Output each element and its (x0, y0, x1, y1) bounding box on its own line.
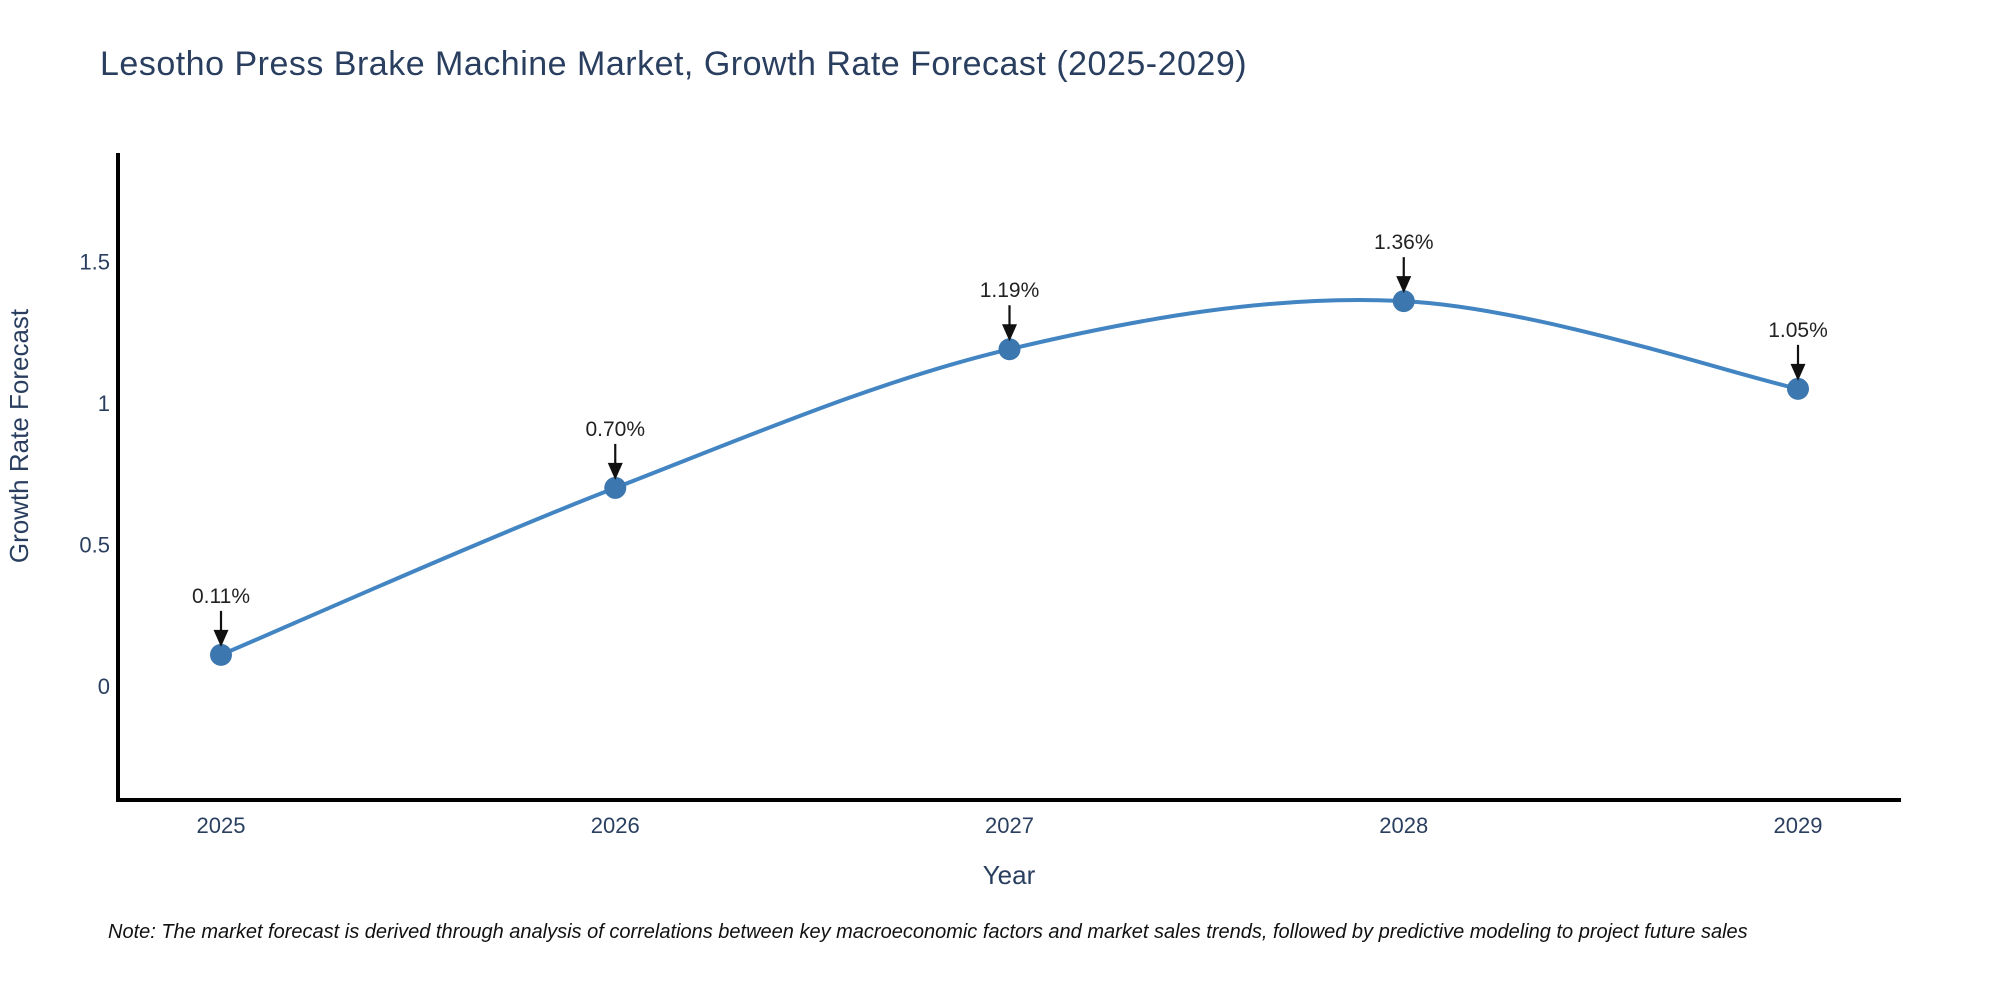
x-tick-label: 2025 (197, 813, 246, 838)
point-value-label: 0.70% (585, 418, 645, 441)
y-axis-title: Growth Rate Forecast (4, 308, 34, 563)
point-annotation: 1.05% (1768, 319, 1828, 381)
data-point-marker (604, 476, 627, 499)
point-annotation: 1.36% (1374, 231, 1434, 294)
annotation-arrowhead-icon (213, 629, 229, 647)
data-point-markers (210, 290, 1809, 666)
data-point-marker (998, 338, 1021, 361)
x-tick-label: 2026 (591, 813, 640, 838)
point-value-label: 1.19% (980, 279, 1040, 302)
point-annotation: 0.70% (585, 418, 645, 480)
y-tick-label: 0 (98, 674, 110, 699)
methodology-note: Note: The market forecast is derived thr… (108, 921, 1748, 943)
x-tick-label: 2027 (985, 813, 1034, 838)
annotation-arrowhead-icon (1002, 324, 1017, 342)
y-axis-tick-labels: 0 0.5 1 1.5 (79, 250, 110, 700)
point-value-label: 0.11% (192, 585, 250, 608)
point-value-label: 1.05% (1768, 319, 1828, 342)
point-value-label: 1.36% (1374, 231, 1434, 254)
annotation-arrowhead-icon (1396, 276, 1412, 294)
x-axis-title: Year (983, 860, 1036, 890)
chart-title: Lesotho Press Brake Machine Market, Grow… (100, 45, 1248, 83)
x-axis-tick-labels: 2025 2026 2027 2028 2029 (197, 813, 1823, 838)
y-tick-label: 1.5 (79, 250, 110, 275)
annotation-arrowhead-icon (607, 462, 623, 480)
data-point-marker (1787, 377, 1809, 400)
x-tick-label: 2029 (1774, 813, 1823, 838)
point-annotation: 0.11% (192, 585, 250, 647)
y-tick-label: 0.5 (79, 533, 110, 558)
y-tick-label: 1 (98, 391, 110, 416)
annotation-arrowhead-icon (1790, 363, 1806, 381)
x-tick-label: 2028 (1379, 813, 1428, 838)
point-annotation: 1.19% (980, 279, 1040, 342)
data-point-marker (210, 643, 232, 666)
data-point-marker (1392, 290, 1415, 313)
point-value-annotations: 0.11% 0.70% 1.19% 1.36% 1.05% (192, 231, 1828, 647)
